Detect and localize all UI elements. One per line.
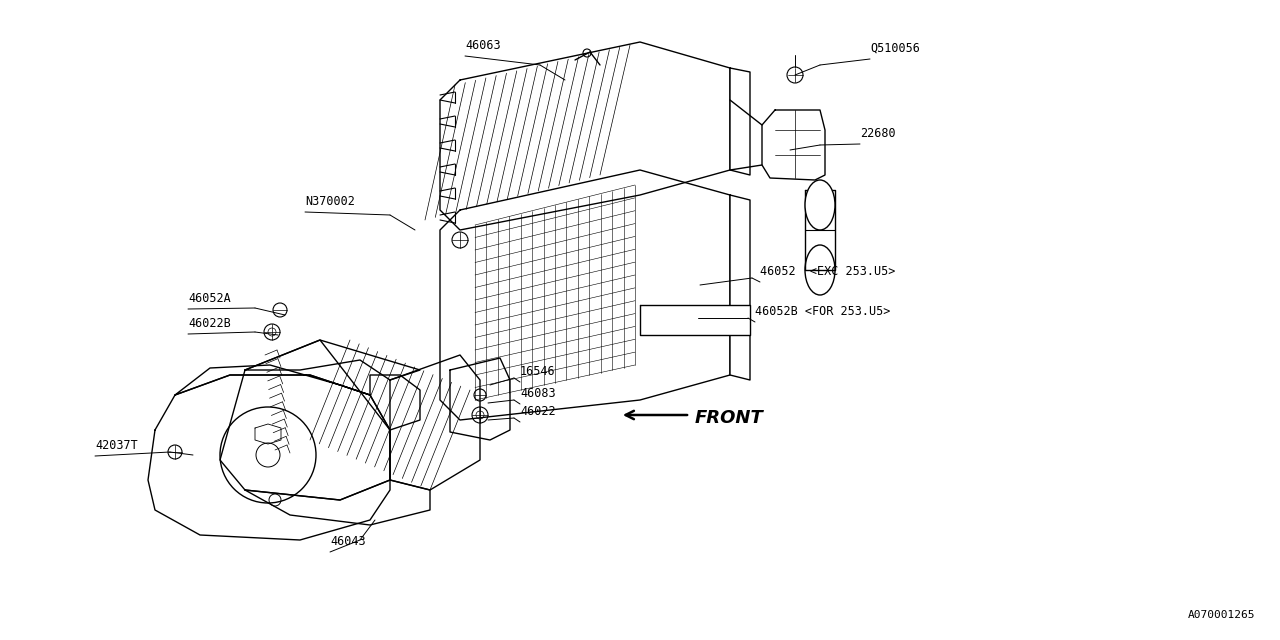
Text: 46052  <EXC 253.U5>: 46052 <EXC 253.U5> bbox=[760, 265, 896, 278]
Text: Q510056: Q510056 bbox=[870, 42, 920, 55]
Text: FRONT: FRONT bbox=[695, 409, 764, 427]
Polygon shape bbox=[730, 68, 750, 175]
Text: A070001265: A070001265 bbox=[1188, 610, 1254, 620]
Polygon shape bbox=[640, 305, 750, 335]
Text: 46083: 46083 bbox=[520, 387, 556, 400]
Text: 46063: 46063 bbox=[465, 39, 500, 52]
Text: N370002: N370002 bbox=[305, 195, 355, 208]
Text: 22680: 22680 bbox=[860, 127, 896, 140]
Polygon shape bbox=[805, 190, 835, 270]
Text: 42037T: 42037T bbox=[95, 439, 138, 452]
Text: 46052B <FOR 253.U5>: 46052B <FOR 253.U5> bbox=[755, 305, 891, 318]
Polygon shape bbox=[440, 170, 730, 420]
Text: 46022B: 46022B bbox=[188, 317, 230, 330]
Polygon shape bbox=[440, 42, 730, 230]
Polygon shape bbox=[730, 195, 750, 380]
Text: 16546: 16546 bbox=[520, 365, 556, 378]
Text: 46043: 46043 bbox=[330, 535, 366, 548]
Ellipse shape bbox=[805, 180, 835, 230]
Text: 46022: 46022 bbox=[520, 405, 556, 418]
Text: 46052A: 46052A bbox=[188, 292, 230, 305]
